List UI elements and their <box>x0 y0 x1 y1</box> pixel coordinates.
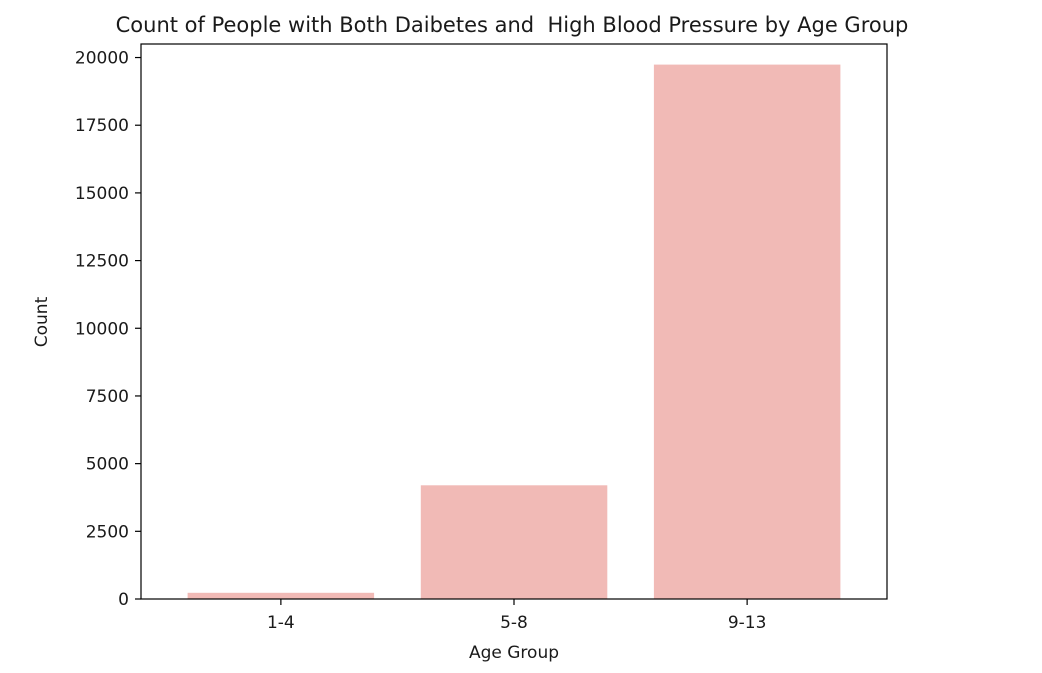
y-tick-label: 0 <box>118 590 129 610</box>
x-tick-label: 1-4 <box>267 613 295 633</box>
y-tick-label: 12500 <box>75 252 129 272</box>
y-axis-ticks: 0 2500 5000 7500 10000 12500 15000 17500 20000 <box>75 49 141 610</box>
bar-1-4 <box>187 592 375 599</box>
x-tick-label: 9-13 <box>728 613 767 633</box>
x-tick-label: 5-8 <box>500 613 528 633</box>
y-tick-label: 20000 <box>75 49 129 69</box>
x-axis-label: Age Group <box>469 643 559 663</box>
bar-5-8 <box>420 485 608 599</box>
x-axis-ticks: 1-4 5-8 9-13 <box>267 599 766 633</box>
bar-9-13 <box>653 64 841 600</box>
y-tick-label: 7500 <box>86 387 129 407</box>
y-tick-label: 15000 <box>75 184 129 204</box>
chart-title: Count of People with Both Daibetes and H… <box>116 13 909 37</box>
y-tick-label: 5000 <box>86 455 129 475</box>
y-tick-label: 10000 <box>75 319 129 339</box>
y-tick-label: 17500 <box>75 116 129 136</box>
plot-frame <box>140 43 888 600</box>
y-axis-label: Count <box>32 296 52 347</box>
y-tick-label: 2500 <box>86 522 129 542</box>
bars-layer <box>187 64 841 600</box>
